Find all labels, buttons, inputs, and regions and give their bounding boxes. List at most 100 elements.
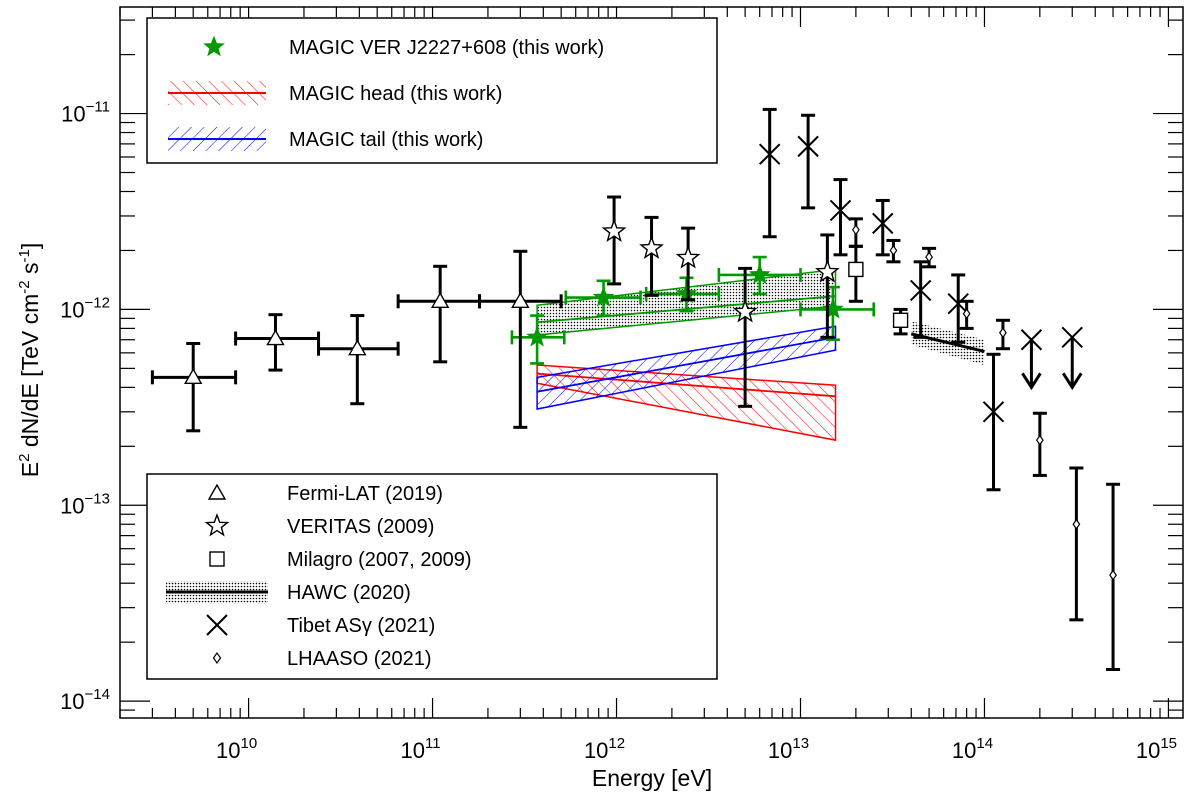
legend-label: HAWC (2020) [287,582,411,604]
legend-marker [209,551,225,567]
upper-limit-arrow [1061,372,1083,391]
band-area [536,325,837,410]
data-point [348,339,367,356]
x-tick-label-exp: 11 [425,735,441,752]
band-magic-tail-this-work- [536,325,837,410]
series-magic-ver-j2227-608-this-work- [510,255,876,365]
y-tick-label-exp: −12 [85,294,110,311]
y-tick-label-base: 10 [60,689,84,714]
data-point [675,282,698,304]
band-best-fit-line [536,336,836,393]
plot-border [119,6,1184,719]
x-tick-label-base: 10 [401,738,425,763]
upper-limit-arrow [1021,372,1042,391]
x-tick-label: 1010 [216,735,257,763]
legend-marker [212,652,222,664]
data-point [982,401,1005,423]
x-tick-label-exp: 15 [1160,735,1177,752]
data-point [872,212,894,235]
series-fermi-lat-2019- [150,249,563,433]
data-point [526,325,548,347]
y-axis-label: E2 dN/dE [TeV cm-2 s-1] [16,243,43,477]
legend-marker [207,483,227,500]
legend-label: MAGIC head (this work) [289,83,502,105]
data-point [925,251,934,263]
y-axis-label-sup: 2 [16,454,33,462]
y-tick-label-base: 10 [61,102,85,127]
legend-label: VERITAS (2009) [287,516,434,538]
data-point [962,308,971,320]
legend-label: Milagro (2007, 2009) [287,549,472,571]
data-point [511,291,530,309]
axes: 1010 1011 1012 1013 1014 101510−1410−1310−121… [60,7,1183,763]
data-point [909,279,932,302]
series-veritas-2009- [601,195,840,408]
x-tick-label: 1015 [1136,735,1177,763]
legend-bottom: Fermi-LAT (2019) VERITAS (2009) Milagro (2… [146,473,718,680]
y-axis-label-e: E [17,462,43,477]
data-point [797,135,819,158]
data-point [851,224,860,236]
data-point [1061,326,1083,349]
data-point [601,218,627,243]
legend-marker [203,35,225,57]
x-tick-label-exp: 13 [792,735,809,752]
x-tick-label-base: 10 [768,738,792,763]
y-tick-label-exp: −13 [85,490,110,507]
x-tick-label: 1014 [952,735,993,763]
legend-marker [206,614,228,636]
data-point [1035,434,1044,446]
y-tick-label: 10−12 [60,294,110,322]
legend-label: LHAASO (2021) [287,648,432,670]
y-axis-label-end: ] [17,243,43,249]
legend-label: Tibet ASγ (2021) [287,615,435,637]
x-tick-label-exp: 12 [608,735,625,752]
y-tick-label: 10−13 [60,490,110,518]
legend-label: Fermi-LAT (2019) [287,483,443,505]
series-tibet-as-2021- [758,107,1083,492]
y-tick-label-exp: −11 [86,99,110,116]
legend-bottom-box [146,473,718,680]
data-point [829,199,852,222]
data-point [815,259,840,283]
data-point [1072,518,1081,530]
data-point [947,292,969,315]
x-tick-label-exp: 14 [976,735,993,752]
x-tick-label-exp: 10 [240,735,257,752]
series-lhaaso-2021- [848,217,1121,672]
data-point [675,244,701,269]
data-point [998,327,1007,339]
x-axis-label: Energy [eV] [592,765,712,791]
data-point [266,329,285,346]
data-point [732,298,758,323]
data-point [892,312,909,328]
data-point [1109,569,1117,581]
data-point [822,297,844,319]
x-tick-label-base: 10 [1136,738,1160,763]
legend-marker [204,512,230,537]
plot-frame [119,6,1184,719]
data-point [592,286,615,307]
x-tick-label: 1012 [584,735,625,763]
legend-label: MAGIC VER J2227+608 (this work) [289,37,604,59]
x-tick-label-base: 10 [584,738,608,763]
y-tick-label: 10−11 [61,99,110,127]
y-tick-label-base: 10 [60,297,84,322]
y-axis-label-sup3: -1 [16,249,33,262]
x-tick-label-base: 10 [952,738,976,763]
series-milagro-2007-2009- [848,244,909,336]
data-marks [150,107,1121,672]
y-axis-label-sup2: -2 [16,280,33,293]
data-point [889,244,898,256]
y-tick-label: 10−14 [60,686,110,714]
x-tick-label-base: 10 [216,738,240,763]
x-tick-label: 1013 [768,735,809,763]
data-point [748,263,771,285]
legend-top: MAGIC VER J2227+608 (this work) MAGIC hea… [146,17,718,164]
legend-label: MAGIC tail (this work) [289,129,483,151]
y-tick-label-exp: −14 [85,686,110,703]
y-axis-label-mid: s [17,263,43,281]
data-point [639,235,664,259]
data-point [184,367,203,385]
